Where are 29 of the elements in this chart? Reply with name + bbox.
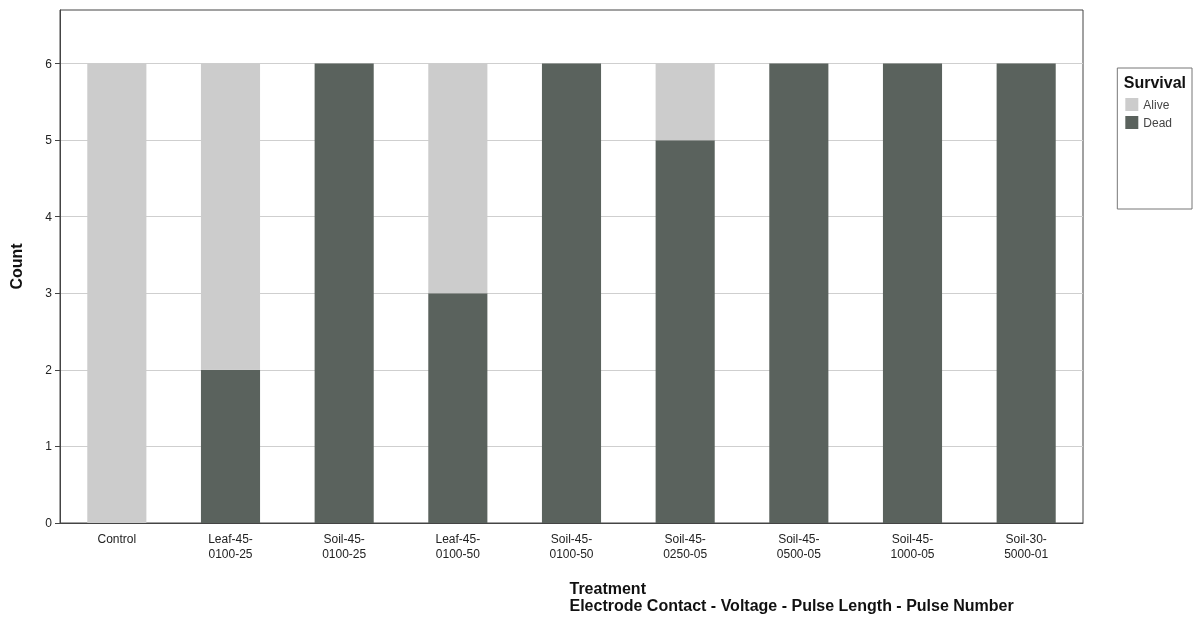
x-tick-label: Leaf-45-0100-25: [208, 531, 253, 561]
y-tick-label: 1: [45, 439, 53, 454]
x-tick-label: Soil-45-0100-25: [322, 531, 367, 561]
legend-title: Survival: [1123, 73, 1187, 91]
x-tick-label: Soil-45-0100-50: [549, 531, 594, 561]
y-tick-label: 3: [45, 286, 53, 301]
x-tick-label: Leaf-45-0100-50: [435, 531, 481, 561]
y-tick-label: 6: [45, 56, 53, 71]
y-tick-label: 5: [45, 133, 53, 148]
bar: [314, 63, 374, 523]
bar: [769, 63, 829, 523]
bar: [996, 63, 1056, 523]
y-tick-label: 2: [45, 362, 53, 377]
x-tick-label: Soil-45-0500-05: [776, 531, 822, 561]
x-tick-label: Soil-45-0250-05: [663, 531, 708, 561]
y-tick-label: 0: [45, 516, 53, 530]
y-axis-title: Count: [7, 242, 25, 290]
y-tick-label: 4: [45, 209, 53, 224]
bar: [655, 140, 715, 523]
legend-label: Dead: [1143, 115, 1172, 130]
bar: [541, 63, 602, 523]
x-tick-label: Control: [97, 531, 137, 546]
bar: [428, 293, 488, 523]
bar: [882, 63, 943, 523]
legend-label: Alive: [1143, 97, 1170, 112]
x-axis-title: Treatment Electrode Contact - Voltage - Pulse Length - Pulse Number: [569, 580, 1014, 614]
x-tick-label: Soil-30-5000-01: [1004, 531, 1049, 561]
bar: [200, 369, 261, 523]
x-tick-label: Soil-45-1000-05: [890, 531, 935, 561]
